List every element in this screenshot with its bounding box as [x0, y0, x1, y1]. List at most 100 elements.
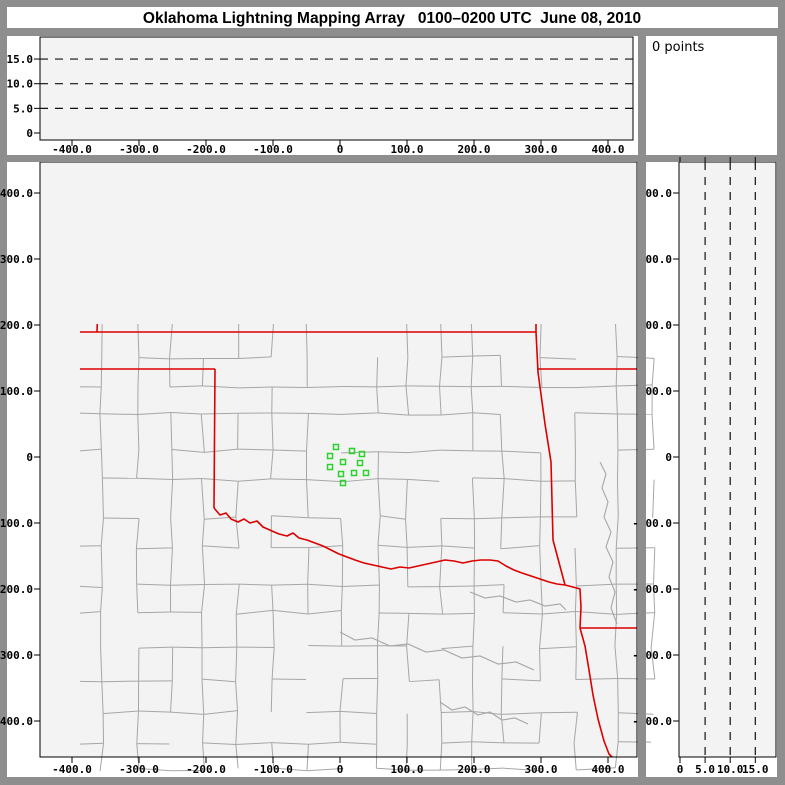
- county-line: [442, 612, 475, 615]
- altitude-ns-plot-area[interactable]: [678, 161, 777, 758]
- county-line: [438, 679, 442, 713]
- county-line: [272, 678, 306, 681]
- y-tick-label: 0: [665, 451, 672, 464]
- map-plot-area[interactable]: [40, 162, 637, 757]
- lma-station-marker: [339, 458, 347, 466]
- x-tick-label: -100.0: [253, 143, 293, 156]
- county-line: [235, 481, 239, 517]
- county-line: [407, 545, 442, 548]
- county-line: [138, 710, 171, 713]
- x-tick-label: -100.0: [253, 763, 293, 776]
- county-line: [574, 586, 577, 612]
- county-line: [472, 412, 501, 416]
- river-line: [439, 701, 529, 725]
- state-border-texas-louisiana: [579, 627, 613, 758]
- county-line: [80, 585, 103, 589]
- county-line: [238, 478, 271, 482]
- county-line: [204, 448, 238, 453]
- county-line: [500, 678, 503, 715]
- station-marker-layer: [326, 443, 370, 487]
- county-line: [271, 515, 309, 519]
- county-line: [136, 583, 171, 586]
- county-line: [273, 449, 307, 452]
- x-tick-label: -400.0: [52, 763, 92, 776]
- county-line: [80, 680, 102, 683]
- lma-station-marker: [356, 459, 364, 467]
- county-line: [538, 712, 542, 744]
- county-line: [614, 324, 618, 357]
- county-line: [405, 385, 410, 416]
- county-line: [201, 545, 206, 585]
- county-line: [136, 449, 140, 479]
- county-line: [138, 357, 170, 360]
- y-tick-label: 10.0: [7, 78, 34, 91]
- county-line: [653, 583, 656, 613]
- county-line: [202, 714, 205, 743]
- county-line: [135, 518, 140, 549]
- county-line: [172, 646, 203, 649]
- county-line: [617, 448, 655, 451]
- county-line: [439, 357, 443, 387]
- county-line: [270, 449, 274, 479]
- x-tick-label: -300.0: [119, 763, 159, 776]
- county-line: [171, 449, 205, 453]
- county-line: [539, 357, 576, 360]
- x-tick-label: 5.0: [695, 763, 715, 776]
- state-border-layer: [80, 324, 637, 758]
- county-line: [539, 324, 542, 358]
- county-line: [306, 413, 309, 452]
- river-line: [599, 461, 618, 625]
- county-line: [308, 517, 341, 520]
- county-line: [376, 767, 406, 771]
- county-line: [406, 613, 410, 647]
- county-line: [575, 678, 618, 681]
- county-line: [136, 547, 173, 550]
- county-line: [239, 583, 272, 586]
- county-line: [540, 585, 543, 614]
- county-line: [405, 519, 408, 548]
- county-line: [273, 767, 308, 772]
- county-line: [616, 413, 619, 451]
- county-line: [376, 357, 379, 387]
- county-line: [617, 678, 619, 713]
- county-line: [439, 386, 442, 416]
- county-line: [308, 412, 342, 415]
- county-line: [441, 711, 474, 714]
- county-line: [137, 414, 140, 451]
- county-line: [651, 414, 655, 450]
- altitude-ew-plot-area[interactable]: [39, 36, 634, 141]
- divider-row: [7, 155, 778, 162]
- county-line: [271, 742, 275, 769]
- y-tick-label: 100.0: [639, 385, 672, 398]
- county-line: [80, 611, 101, 614]
- county-line: [137, 611, 171, 614]
- county-line: [271, 647, 275, 679]
- x-tick-label: -200.0: [186, 763, 226, 776]
- county-line: [307, 547, 310, 585]
- county-line: [574, 548, 577, 587]
- county-line: [575, 646, 577, 680]
- y-tick-label: 400.0: [0, 187, 33, 200]
- county-line: [378, 451, 408, 454]
- county-line: [308, 741, 341, 745]
- county-line: [441, 645, 473, 650]
- county-line: [539, 516, 541, 546]
- county-line: [380, 515, 406, 520]
- y-tick-label: 0: [26, 451, 33, 464]
- county-line: [539, 648, 541, 681]
- lma-station-marker: [326, 452, 334, 460]
- county-line: [100, 545, 103, 588]
- page-title: Oklahoma Lightning Mapping Array 0100–02…: [143, 10, 641, 27]
- county-line: [501, 450, 541, 454]
- county-line: [472, 477, 505, 480]
- county-line: [170, 711, 204, 715]
- county-line: [378, 412, 409, 416]
- x-tick-label: 100.0: [390, 763, 423, 776]
- county-line: [615, 356, 618, 386]
- lma-station-marker: [339, 479, 347, 487]
- x-tick-label: 200.0: [457, 143, 490, 156]
- county-line: [440, 712, 443, 744]
- county-line: [472, 613, 475, 647]
- x-tick-label: 0: [677, 763, 684, 776]
- county-line: [440, 324, 443, 358]
